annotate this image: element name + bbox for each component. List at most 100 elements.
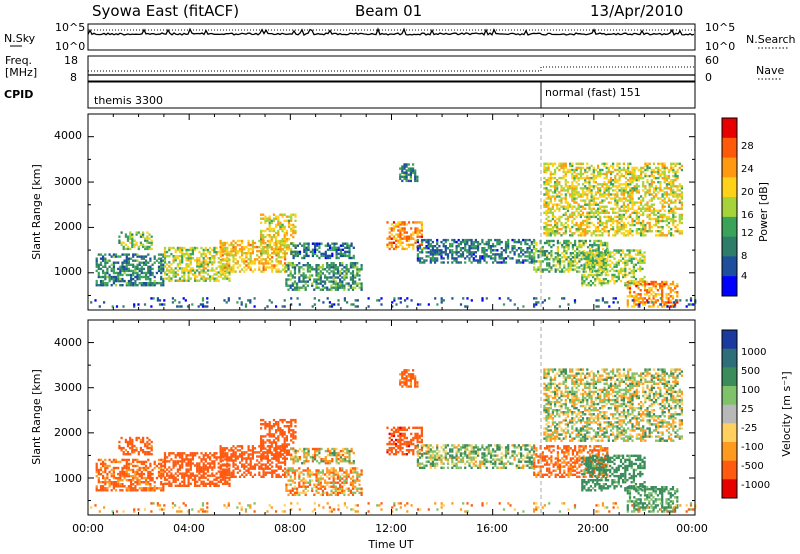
data-cell xyxy=(360,282,363,285)
data-cell xyxy=(298,270,301,273)
data-cell xyxy=(578,239,581,243)
data-cell xyxy=(427,251,430,254)
data-cell xyxy=(114,275,118,279)
data-cell xyxy=(670,164,673,168)
data-cell xyxy=(485,297,488,300)
data-cell xyxy=(583,267,586,271)
data-cell xyxy=(667,203,671,206)
data-cell xyxy=(283,213,286,216)
data-cell xyxy=(279,221,282,224)
data-cell xyxy=(279,227,282,231)
data-cell xyxy=(549,199,552,202)
data-cell xyxy=(646,230,649,233)
data-cell xyxy=(206,277,210,280)
data-cell xyxy=(334,266,337,269)
data-cell xyxy=(114,458,118,462)
data-cell xyxy=(635,209,638,212)
data-cell xyxy=(137,451,140,454)
data-cell xyxy=(427,247,430,250)
data-cell xyxy=(558,215,561,219)
data-cell xyxy=(144,442,147,446)
data-cell xyxy=(581,172,585,176)
data-cell xyxy=(601,243,605,247)
data-cell xyxy=(223,264,226,267)
data-cell xyxy=(613,265,616,268)
data-cell xyxy=(665,295,668,298)
data-cell xyxy=(607,189,610,192)
data-cell xyxy=(642,207,645,210)
data-cell xyxy=(129,446,132,450)
data-cell xyxy=(597,172,600,176)
data-cell xyxy=(337,256,340,260)
data-cell xyxy=(635,299,638,302)
data-cell xyxy=(648,213,651,217)
data-cell xyxy=(640,209,643,212)
data-cell xyxy=(241,241,244,245)
data-cell xyxy=(168,261,171,264)
data-cell xyxy=(659,189,662,192)
data-cell xyxy=(639,249,642,252)
data-cell xyxy=(530,249,533,252)
data-cell xyxy=(479,255,482,258)
data-cell xyxy=(200,269,203,272)
data-cell xyxy=(680,221,683,225)
data-cell xyxy=(228,279,231,282)
data-cell xyxy=(617,251,620,254)
data-cell xyxy=(637,179,640,182)
data-cell xyxy=(260,239,263,243)
data-cell xyxy=(153,487,156,490)
data-cell xyxy=(633,172,636,176)
data-cell xyxy=(627,221,630,225)
data-cell xyxy=(351,262,355,265)
data-cell xyxy=(670,217,673,221)
data-cell xyxy=(648,228,651,231)
data-cell xyxy=(494,249,497,252)
data-cell xyxy=(217,250,220,254)
data-cell xyxy=(166,263,169,266)
data-cell xyxy=(551,228,554,231)
data-cell xyxy=(551,164,554,168)
data-cell xyxy=(306,280,309,283)
data-cell xyxy=(569,241,572,245)
data-cell xyxy=(339,286,342,289)
data-cell xyxy=(556,187,559,190)
data-cell xyxy=(272,235,276,239)
data-cell xyxy=(642,185,645,188)
data-cell xyxy=(609,219,613,223)
data-cell xyxy=(627,179,630,182)
data-cell xyxy=(110,275,113,279)
data-cell xyxy=(187,279,190,282)
data-cell xyxy=(95,468,98,472)
data-cell xyxy=(584,234,587,237)
data-cell xyxy=(583,275,586,279)
data-cell xyxy=(648,191,651,194)
data-cell xyxy=(581,284,584,287)
data-cell xyxy=(567,245,570,249)
data-cell xyxy=(349,286,352,289)
data-cell xyxy=(663,219,666,223)
data-cell xyxy=(272,229,276,233)
data-cell xyxy=(268,242,271,245)
data-cell xyxy=(185,267,188,270)
data-cell xyxy=(380,303,383,306)
data-cell xyxy=(622,201,625,204)
data-cell xyxy=(135,241,138,244)
data-cell xyxy=(176,474,179,477)
data-cell xyxy=(617,261,620,264)
data-cell xyxy=(614,219,617,223)
data-cell xyxy=(405,235,408,238)
data-cell xyxy=(198,263,201,266)
data-cell xyxy=(663,301,666,304)
data-cell xyxy=(409,169,412,172)
data-cell xyxy=(219,268,222,271)
data-cell xyxy=(140,470,143,474)
data-cell xyxy=(605,230,608,233)
data-cell xyxy=(129,440,132,444)
data-cell xyxy=(648,166,651,170)
data-cell xyxy=(597,247,600,251)
data-cell xyxy=(108,464,111,468)
data-cell xyxy=(187,482,190,485)
data-cell xyxy=(588,201,591,204)
data-cell xyxy=(403,247,406,251)
data-cell xyxy=(655,170,658,174)
